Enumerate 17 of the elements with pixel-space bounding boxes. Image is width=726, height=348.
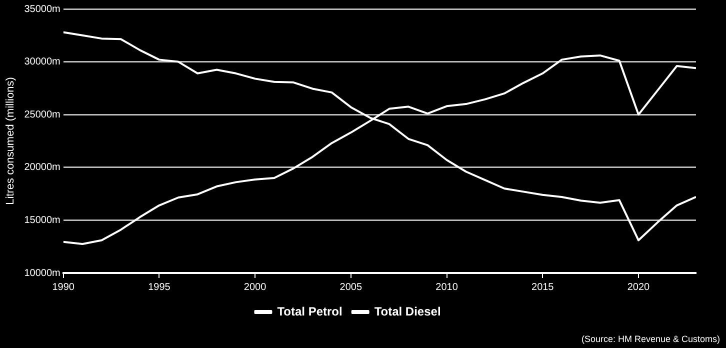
y-tick-label: 30000m (24, 56, 60, 68)
y-tick-label: 10000m (24, 268, 60, 279)
legend-label: Total Petrol (277, 304, 342, 318)
x-tick-label: 2010 (436, 282, 458, 293)
legend-label: Total Diesel (374, 304, 441, 318)
y-tick-label: 20000m (24, 162, 60, 174)
x-tick-label: 2020 (627, 282, 650, 293)
x-tick-label: 1990 (52, 282, 75, 293)
x-tick-label: 2015 (532, 282, 554, 293)
y-tick-label: 25000m (24, 109, 60, 120)
y-axis-title: Litres consumed (millions) (4, 77, 17, 205)
text: (Source: HM Revenue & Customs) (581, 334, 720, 344)
x-tick-label: 1995 (148, 282, 171, 293)
y-tick-label: 15000m (24, 214, 60, 226)
y-tick-label: 35000m (24, 4, 60, 15)
x-tick-label: 2005 (340, 282, 362, 293)
x-tick-label: 2000 (244, 282, 267, 293)
